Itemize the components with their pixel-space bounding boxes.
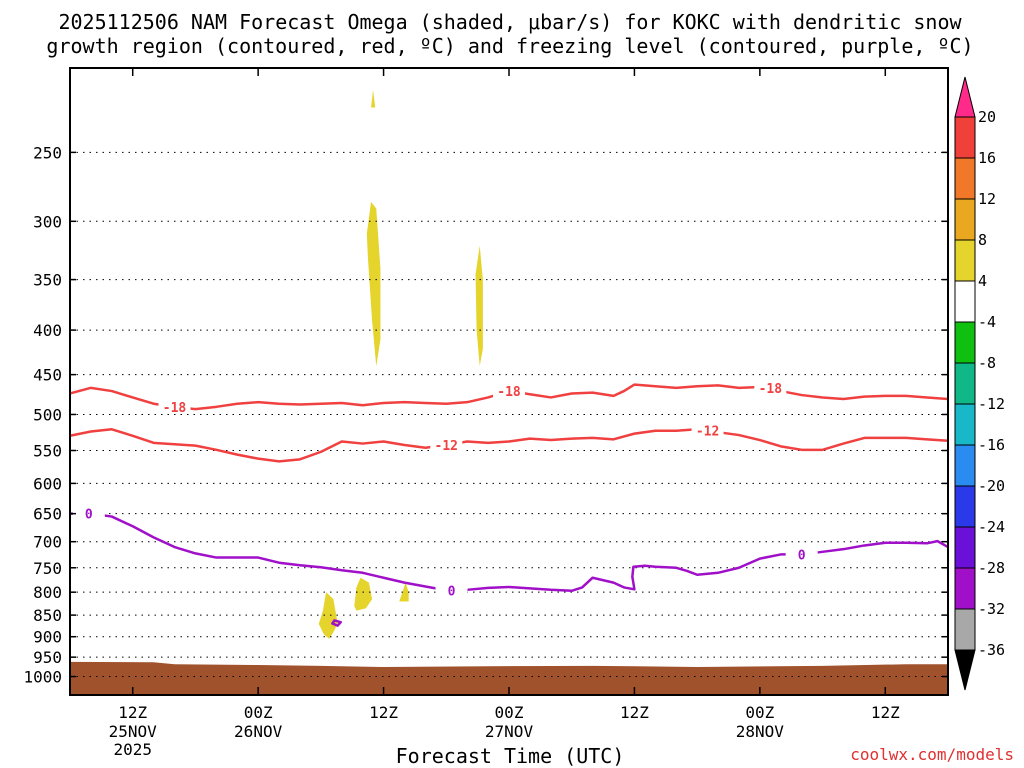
x-tick-time: 00Z [745,703,774,722]
y-tick-label: 850 [33,606,62,625]
colorbar-label: -24 [978,518,1005,536]
omega-low-a [318,592,338,639]
x-tick-time: 00Z [495,703,524,722]
omega-low-c [399,582,409,602]
contour-label: -18 [497,385,521,400]
freezing-level-0-island [331,619,342,627]
colorbar-label: -32 [978,600,1005,618]
y-tick-label: 800 [33,583,62,602]
x-tick-time: 12Z [118,703,147,722]
y-tick-label: 650 [33,505,62,524]
contour-label-bg [691,422,724,438]
colorbar-label: 8 [978,231,987,249]
omega-low-b [354,577,373,611]
x-tick-date: 26NOV [234,722,283,741]
colorbar-band [954,321,976,364]
y-tick-label: 350 [33,271,62,290]
contour-label-bg [430,436,463,452]
colorbar-label: -16 [978,436,1005,454]
dgz-minus-12 [69,428,949,463]
contour-label-bg [754,379,787,395]
colorbar-arrow-top [954,76,976,118]
x-axis-label: Forecast Time (UTC) [396,744,625,768]
plot-frame [69,67,949,696]
x-tick-date: 28NOV [736,722,785,741]
colorbar-band [954,485,976,528]
colorbar-label: -36 [978,641,1005,659]
x-tick-date: 27NOV [485,722,534,741]
y-tick-label: 400 [33,321,62,340]
omega-plume-right [475,245,483,367]
y-tick-label: 1000 [23,668,62,687]
colorbar-label: -4 [978,313,996,331]
y-tick-label: 900 [33,628,62,647]
colorbar-label: -8 [978,354,996,372]
colorbar-label: 16 [978,149,996,167]
contour-label-bg [493,383,525,399]
colorbar-band [954,116,976,159]
colorbar-label: -20 [978,477,1005,495]
omega-plume-mid [366,201,381,367]
contour-label: -12 [696,425,719,440]
chart-title-line2: growth region (contoured, red, ºC) and f… [46,34,973,58]
colorbar-band [954,157,976,200]
colorbar-band [954,198,976,241]
x-tick-date: 25NOV [109,722,158,741]
x-tick-time: 00Z [244,703,273,722]
y-tick-label: 750 [33,559,62,578]
contour-label: -18 [163,401,187,416]
colorbar-band [954,444,976,487]
contour-label-bg [785,546,818,562]
terrain [70,661,948,695]
contour-label: 0 [798,548,806,563]
y-tick-label: 250 [33,143,62,162]
colorbar-band [954,362,976,405]
x-tick-time: 12Z [369,703,398,722]
contour-label: 0 [448,584,456,599]
contour-label: -12 [435,439,458,454]
y-tick-label: 700 [33,533,62,552]
x-tick-time: 12Z [620,703,649,722]
colorbar-band [954,239,976,282]
colorbar-band [954,403,976,446]
colorbar-label: 20 [978,108,996,126]
y-tick-label: 600 [33,474,62,493]
colorbar-label: 4 [978,272,987,290]
colorbar-label: -12 [978,395,1005,413]
y-tick-label: 500 [33,405,62,424]
contour-label-bg [158,398,191,414]
colorbar-label: -28 [978,559,1005,577]
colorbar-band [954,526,976,569]
x-tick-time: 12Z [871,703,900,722]
credit-text: coolwx.com/models [850,745,1014,764]
contour-label: 0 [85,508,93,523]
colorbar-band [954,280,976,323]
y-tick-label: 300 [33,212,62,231]
contour-label-bg [435,582,468,598]
chart-title-line1: 2025112506 NAM Forecast Omega (shaded, μ… [58,10,962,34]
colorbar: 20 16 12 8 4 -4 -8 -12 -16 -20 -24 -28 -32 -36 [954,76,1005,691]
colorbar-arrow-bottom [954,649,976,691]
colorbar-band [954,567,976,610]
x-tick-year: 2025 [113,740,152,759]
contour-label: -18 [759,382,783,397]
colorbar-band [954,608,976,651]
plot-area: -18 -18 -18 -12 -12 0 0 0 [69,90,949,695]
y-axis: 250 300 350 400 450 500 550 600 650 700 750 800 850 9… [23,143,948,687]
contour-label-bg [72,505,105,521]
y-tick-label: 450 [33,366,62,385]
colorbar-label: 12 [978,190,996,208]
omega-plume-upper [371,90,376,108]
y-tick-label: 950 [33,648,62,667]
y-tick-label: 550 [33,442,62,461]
